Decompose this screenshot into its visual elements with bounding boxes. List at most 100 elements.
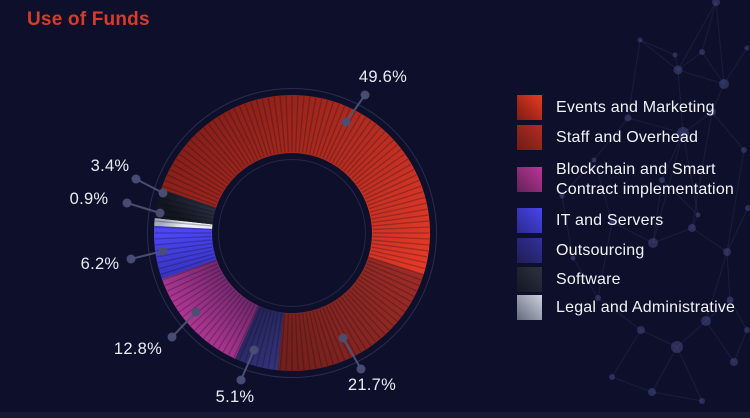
constellation-edge (677, 51, 703, 71)
pie-slices (154, 94, 431, 372)
constellation-edge (733, 329, 748, 363)
constellation-node (741, 147, 747, 153)
outer-ring (147, 88, 437, 378)
constellation-edge (676, 346, 703, 402)
constellation-edge (593, 117, 629, 161)
constellation-edge (677, 69, 725, 85)
constellation-edge (651, 391, 703, 402)
legend-item-blockchain-and-smart-contract-implementation: Blockchain and Smart Contract implementa… (517, 160, 750, 199)
leader-dot-software (131, 174, 141, 184)
constellation-edge (711, 83, 725, 113)
constellation-edge (691, 214, 699, 229)
constellation-edge (640, 329, 678, 348)
constellation-edge (676, 320, 707, 348)
legend-swatch-events-and-marketing (517, 95, 542, 120)
constellation-edge (652, 227, 693, 244)
constellation-edge (677, 1, 717, 71)
constellation-edge (611, 329, 642, 378)
leader-line-events-and-marketing (345, 94, 366, 123)
page-title: Use of Funds (27, 9, 150, 30)
constellation-node (712, 0, 720, 6)
constellation-edge (682, 132, 699, 216)
legend-swatch-outsourcing (517, 238, 542, 263)
constellation-edge (652, 179, 663, 244)
leader-dot-blockchain-and-smart-contract-implementation (191, 307, 201, 317)
constellation-edge (639, 39, 676, 56)
constellation-edge (701, 1, 717, 53)
pct-label-software: 3.4% (91, 157, 130, 175)
constellation-edge (611, 376, 653, 393)
constellation-edge (705, 320, 735, 363)
pie-slice-software (154, 189, 217, 225)
constellation-edge (711, 111, 745, 151)
pct-label-outsourcing: 5.1% (216, 388, 255, 406)
leader-line-blockchain-and-smart-contract-implementation (171, 311, 197, 338)
legend-swatch-blockchain-and-smart-contract-implementation (517, 167, 542, 193)
leader-line-staff-and-overhead (342, 337, 362, 370)
constellation-edge (652, 132, 684, 244)
legend-swatch-legal-and-administrative (517, 295, 542, 320)
constellation-edge (639, 39, 679, 71)
constellation-node (744, 327, 750, 333)
constellation-node (673, 65, 683, 75)
legend-swatch-software (517, 267, 542, 292)
legend-swatch-staff-and-overhead (517, 125, 542, 150)
constellation-edge (593, 159, 613, 223)
leader-dot-blockchain-and-smart-contract-implementation (167, 332, 177, 342)
constellation-edge (572, 257, 599, 299)
legend-label: Legal and Administrative (556, 298, 736, 316)
constellation-edge (691, 227, 728, 253)
legend-label: Outsourcing (556, 241, 645, 259)
constellation-edge (597, 297, 642, 331)
constellation-edge (561, 195, 574, 259)
leader-dot-events-and-marketing (360, 90, 370, 100)
legend-label: Events and Marketing (556, 98, 715, 116)
constellation-node (624, 114, 632, 122)
leader-line-software (135, 178, 164, 194)
constellation-node (648, 388, 656, 396)
constellation-node (609, 219, 615, 225)
constellation-node (719, 79, 729, 89)
constellation-edge (729, 299, 748, 331)
pie-slice-staff-and-overhead (277, 257, 424, 372)
constellation-edge (661, 179, 699, 216)
bottom-section-edge (0, 412, 750, 418)
constellation-edge (627, 39, 641, 119)
leader-dot-it-and-servers (158, 246, 168, 256)
constellation-edge (661, 132, 684, 181)
constellation-node (744, 45, 750, 51)
constellation-node (671, 341, 683, 353)
pct-label-staff-and-overhead: 21.7% (348, 376, 396, 394)
constellation-edge (705, 251, 728, 322)
legend-item-staff-and-overhead: Staff and Overhead (517, 125, 750, 150)
constellation-edge (627, 117, 684, 134)
constellation-edge (597, 221, 613, 299)
callouts: 49.6% 21.7% 5.1% 12.8% 6.2% 0.9% 3.4% (70, 68, 407, 406)
constellation-edge (682, 111, 713, 134)
legend-label: Blockchain and Smart Contract implementa… (556, 161, 735, 198)
constellation-node (701, 316, 711, 326)
legend-swatch-it-and-servers (517, 208, 542, 233)
constellation-edge (561, 159, 595, 197)
pie-slice-blockchain-and-smart-contract-implementation (161, 259, 259, 359)
legend-item-outsourcing: Outsourcing (517, 238, 750, 263)
constellation-node (708, 108, 716, 116)
pie-slice-outsourcing (235, 305, 284, 371)
pct-label-blockchain-and-smart-contract-implementation: 12.8% (114, 340, 162, 358)
leader-dot-software (158, 188, 168, 198)
constellation-node (723, 248, 731, 256)
constellation-node (609, 374, 615, 380)
constellation-node (677, 127, 689, 139)
leader-line-legal-and-administrative (126, 202, 161, 214)
leader-dot-it-and-servers (126, 254, 136, 264)
leader-dot-events-and-marketing (341, 117, 351, 127)
constellation-edge (723, 47, 748, 85)
constellation-node (695, 212, 701, 218)
constellation-node (591, 157, 597, 163)
constellation-edge (611, 221, 654, 244)
leader-dot-staff-and-overhead (338, 333, 348, 343)
legend-item-software: Software (517, 267, 750, 292)
constellation-node (637, 326, 645, 334)
